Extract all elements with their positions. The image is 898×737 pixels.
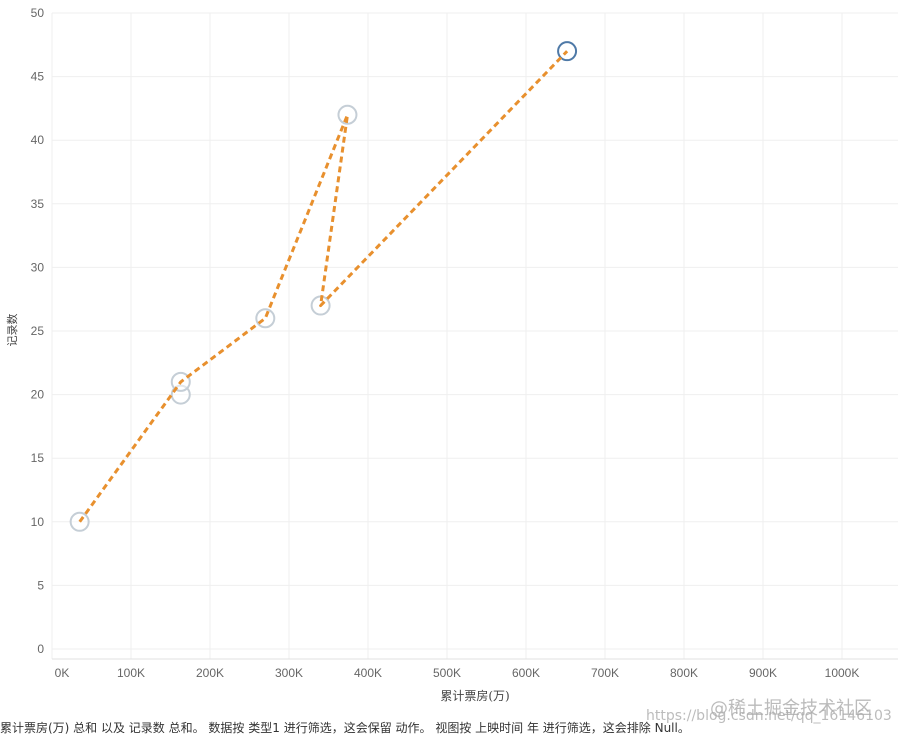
x-tick-label: 400K (354, 666, 382, 680)
data-point (255, 308, 276, 329)
y-tick-label: 45 (31, 70, 45, 84)
y-tick-label: 35 (31, 197, 45, 211)
x-axis-title: 累计票房(万) (440, 688, 509, 703)
x-tick-label: 700K (591, 666, 619, 680)
watermark-brand: @稀土掘金技术社区 (710, 698, 872, 719)
x-tick-label: 1000K (825, 666, 860, 680)
y-axis-title: 记录数 (6, 314, 19, 347)
x-tick-label: 200K (196, 666, 224, 680)
x-tick-label: 100K (117, 666, 145, 680)
x-tick-label: 0K (55, 666, 70, 680)
chart-caption: 累计票房(万) 总和 以及 记录数 总和。 数据按 类型1 进行筛选，这会保留 … (0, 721, 690, 735)
y-tick-label: 50 (31, 6, 45, 20)
x-tick-label: 900K (749, 666, 777, 680)
watermark-url: https://blog.csdn.net/qq_16146103 (646, 708, 892, 724)
y-tick-label: 40 (31, 133, 45, 147)
y-tick-label: 5 (37, 578, 44, 592)
x-tick-label: 500K (433, 666, 461, 680)
data-point-highlighted (557, 41, 578, 62)
y-tick-label: 20 (31, 388, 45, 402)
data-point (337, 104, 358, 125)
x-tick-label: 800K (670, 666, 698, 680)
y-tick-label: 10 (31, 515, 45, 529)
x-tick-label: 600K (512, 666, 540, 680)
y-tick-label: 0 (37, 642, 44, 656)
y-tick-label: 15 (31, 451, 45, 465)
trend-line (78, 50, 569, 523)
x-tick-label: 300K (275, 666, 303, 680)
data-point (69, 511, 90, 532)
y-tick-label: 25 (31, 324, 45, 338)
y-tick-label: 30 (31, 260, 45, 274)
